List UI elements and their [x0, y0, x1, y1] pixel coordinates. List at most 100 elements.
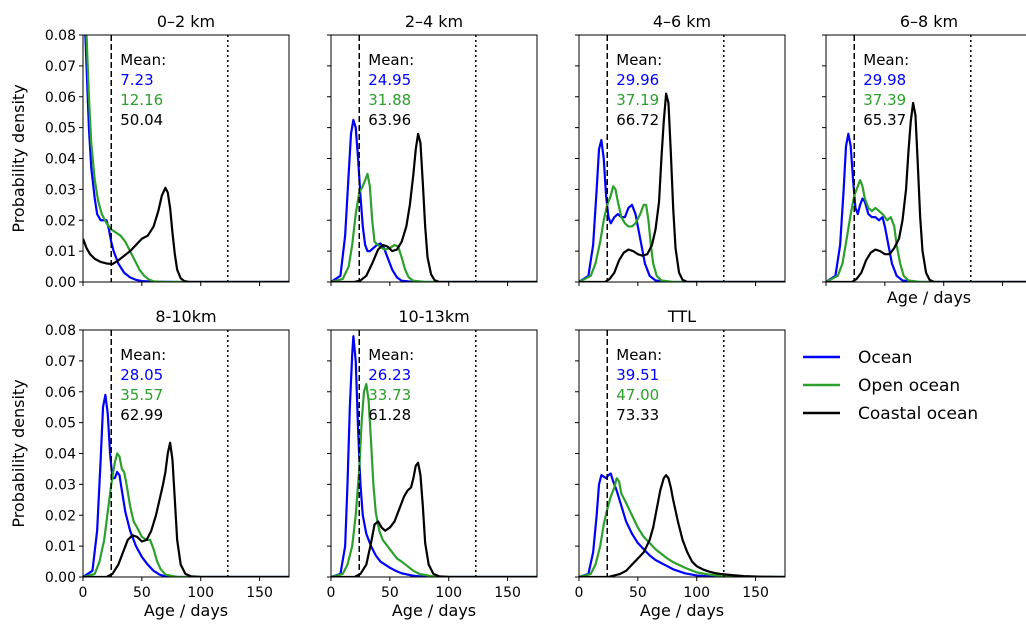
series-line-open-ocean	[826, 179, 1026, 282]
mean-value-open-ocean: 37.39	[863, 91, 906, 109]
mean-value-coastal-ocean: 73.33	[616, 406, 659, 424]
series-line-ocean	[579, 138, 785, 282]
x-axis-label: Age / days	[144, 601, 228, 620]
mean-heading: Mean:	[616, 346, 662, 364]
y-tick-label: 0.03	[45, 182, 76, 198]
panel-6: 0 50 100 150 10-13km Age / days Mean: 26.23 33.7…	[327, 307, 538, 620]
panel-4: 6–8 km Age / days Mean: 29.98 37.39 65.37	[822, 12, 1026, 307]
mean-heading: Mean:	[120, 346, 166, 364]
x-axis-label: Age / days	[887, 288, 971, 307]
legend-label: Open ocean	[858, 376, 960, 396]
x-tick-label: 50	[629, 585, 647, 601]
y-axis-label: Probability density	[9, 379, 28, 527]
mean-value-ocean: 7.23	[120, 71, 153, 89]
y-tick-label: 0.08	[45, 323, 76, 339]
x-tick-label: 50	[381, 585, 399, 601]
series-line-coastal-ocean	[579, 92, 785, 282]
curves	[579, 92, 785, 282]
y-tick-label: 0.01	[45, 539, 76, 555]
series-line-open-ocean	[331, 172, 537, 282]
panel-title: TTL	[667, 307, 696, 326]
x-axis-label: Age / days	[640, 601, 724, 620]
x-tick-label: 0	[575, 585, 584, 601]
x-tick-label: 100	[187, 585, 214, 601]
legend-item-coastal-ocean: Coastal ocean	[803, 404, 978, 424]
axes-frame	[578, 34, 786, 283]
legend: Ocean Open ocean Coastal ocean	[803, 348, 978, 424]
mean-value-open-ocean: 12.16	[120, 91, 163, 109]
series-line-coastal-ocean	[331, 461, 537, 577]
mean-value-ocean: 29.96	[616, 71, 659, 89]
y-tick-label: 0.08	[45, 28, 76, 44]
y-tick-label: 0.07	[45, 59, 76, 75]
legend-item-open-ocean: Open ocean	[803, 376, 960, 396]
y-tick-label: 0.02	[45, 213, 76, 229]
series-line-coastal-ocean	[579, 474, 785, 577]
mean-heading: Mean:	[120, 51, 166, 69]
axes-frame	[82, 329, 290, 578]
series-line-ocean	[84, 35, 289, 282]
y-tick-label: 0.06	[45, 385, 76, 401]
panel-7: 0 50 100 150 TTL Age / days Mean: 39.51 47.00 73.…	[575, 307, 786, 620]
panel-5: 0 50 100 150 0.00 0.01 0.02 0.03 0.04 0.05 0.06 0.0…	[9, 307, 290, 620]
panel-title: 10-13km	[398, 307, 469, 326]
mean-value-ocean: 29.98	[863, 71, 906, 89]
y-tick-label: 0.04	[45, 152, 76, 168]
x-tick-label: 0	[79, 585, 88, 601]
mean-heading: Mean:	[368, 346, 414, 364]
axes-frame	[330, 329, 538, 578]
y-tick-label: 0.02	[45, 508, 76, 524]
curves	[331, 335, 537, 577]
x-tick-label: 150	[246, 585, 273, 601]
y-tick-label: 0.06	[45, 90, 76, 106]
series-line-ocean	[331, 118, 537, 282]
mean-heading: Mean:	[863, 51, 909, 69]
series-line-coastal-ocean	[826, 101, 1026, 282]
mean-value-open-ocean: 35.57	[120, 386, 163, 404]
axes-frame	[825, 34, 1026, 283]
panel-title: 2–4 km	[405, 12, 463, 31]
series-line-open-ocean	[85, 35, 289, 282]
mean-value-open-ocean: 37.19	[616, 91, 659, 109]
x-axis-label: Age / days	[392, 601, 476, 620]
series-line-coastal-ocean	[83, 186, 289, 282]
series-line-open-ocean	[331, 382, 537, 577]
mean-value-ocean: 26.23	[368, 366, 411, 384]
mean-value-ocean: 24.95	[368, 71, 411, 89]
y-tick-label: 0.05	[45, 121, 76, 137]
mean-value-coastal-ocean: 63.96	[368, 111, 411, 129]
series-line-open-ocean	[579, 185, 785, 282]
series-line-coastal-ocean	[331, 132, 537, 282]
x-tick-label: 50	[133, 585, 151, 601]
panel-title: 0–2 km	[157, 12, 215, 31]
mean-value-coastal-ocean: 66.72	[616, 111, 659, 129]
series-line-ocean	[579, 472, 785, 577]
panel-title: 4–6 km	[653, 12, 711, 31]
mean-value-open-ocean: 47.00	[616, 386, 659, 404]
legend-label: Ocean	[858, 348, 912, 368]
series-line-ocean	[83, 393, 289, 577]
series-line-open-ocean	[83, 452, 289, 577]
mean-value-ocean: 39.51	[616, 366, 659, 384]
legend-label: Coastal ocean	[858, 404, 978, 424]
x-tick-label: 100	[435, 585, 462, 601]
axes-frame	[330, 34, 538, 283]
x-tick-label: 150	[494, 585, 521, 601]
mean-heading: Mean:	[616, 51, 662, 69]
curves	[331, 118, 537, 282]
curves	[83, 393, 289, 577]
y-tick-label: 0.05	[45, 416, 76, 432]
panel-title: 6–8 km	[900, 12, 958, 31]
y-axis-label: Probability density	[9, 84, 28, 232]
y-tick-label: 0.03	[45, 477, 76, 493]
series-line-ocean	[826, 132, 1026, 282]
panels: 0.00 0.01 0.02 0.03 0.04 0.05 0.06 0.07 0.08 0–2 …	[9, 12, 1026, 620]
curves	[83, 35, 289, 282]
y-tick-label: 0.07	[45, 354, 76, 370]
legend-item-ocean: Ocean	[803, 348, 912, 368]
y-tick-label: 0.00	[45, 570, 76, 586]
x-tick-label: 0	[327, 585, 336, 601]
panel-1: 0.00 0.01 0.02 0.03 0.04 0.05 0.06 0.07 0.08 0–2 …	[9, 12, 290, 291]
curves	[579, 472, 785, 577]
